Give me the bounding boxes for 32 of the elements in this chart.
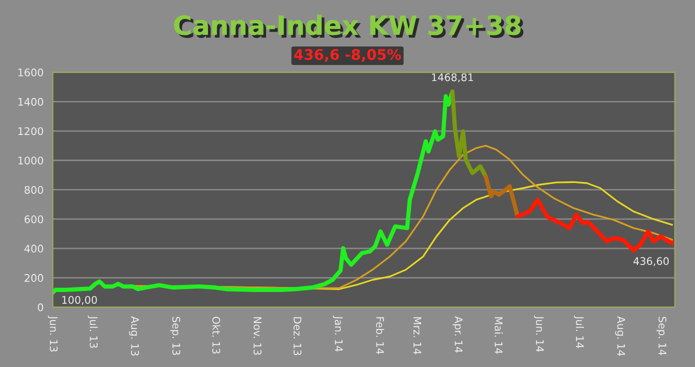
chart-subtitle: 436,6 -8,05% [294,48,401,62]
y-tick-label: 1000 [18,156,44,164]
x-tick-label: Jul. 13 [88,316,98,348]
x-tick-label: Nov. 13 [254,317,262,355]
y-tick-label: 800 [24,186,44,194]
x-tick-label: Apr. 14 [452,316,462,353]
x-tick-label: Sep. 13 [170,316,180,355]
annotation: 1468,81 [432,73,473,82]
y-tick-label: 1600 [18,68,44,76]
line-series [450,89,488,178]
chart-title: Canna-Index KW 37+38 [174,14,524,38]
y-tick-label: 0 [38,303,44,312]
y-tick-label: 1200 [18,127,44,136]
y-tick-label: 600 [24,215,44,224]
annotation: 436,60 [633,257,669,266]
x-tick-label: Feb. 14 [376,317,384,354]
x-tick-label: Mrz. 14 [414,317,422,354]
x-tick-label: Mai. 14 [494,317,503,354]
x-tick-label: Sep. 14 [656,316,666,356]
x-tick-label: Jul. 14 [574,316,584,348]
line-series [516,198,674,253]
x-tick-label: Jan. 14 [332,316,343,352]
x-tick-label: Okt. 13 [212,316,220,354]
x-tick-label: Jun. 14 [534,316,544,352]
x-tick-label: Jun. 13 [48,316,58,352]
y-tick-label: 1400 [18,98,44,106]
x-tick-label: Aug. 14 [615,316,625,356]
y-tick-label: 400 [24,244,44,253]
x-tick-label: Aug. 13 [129,316,139,356]
annotation: 100,00 [62,296,97,305]
y-tick-label: 200 [24,274,44,282]
x-tick-label: Dez. 13 [294,317,302,356]
